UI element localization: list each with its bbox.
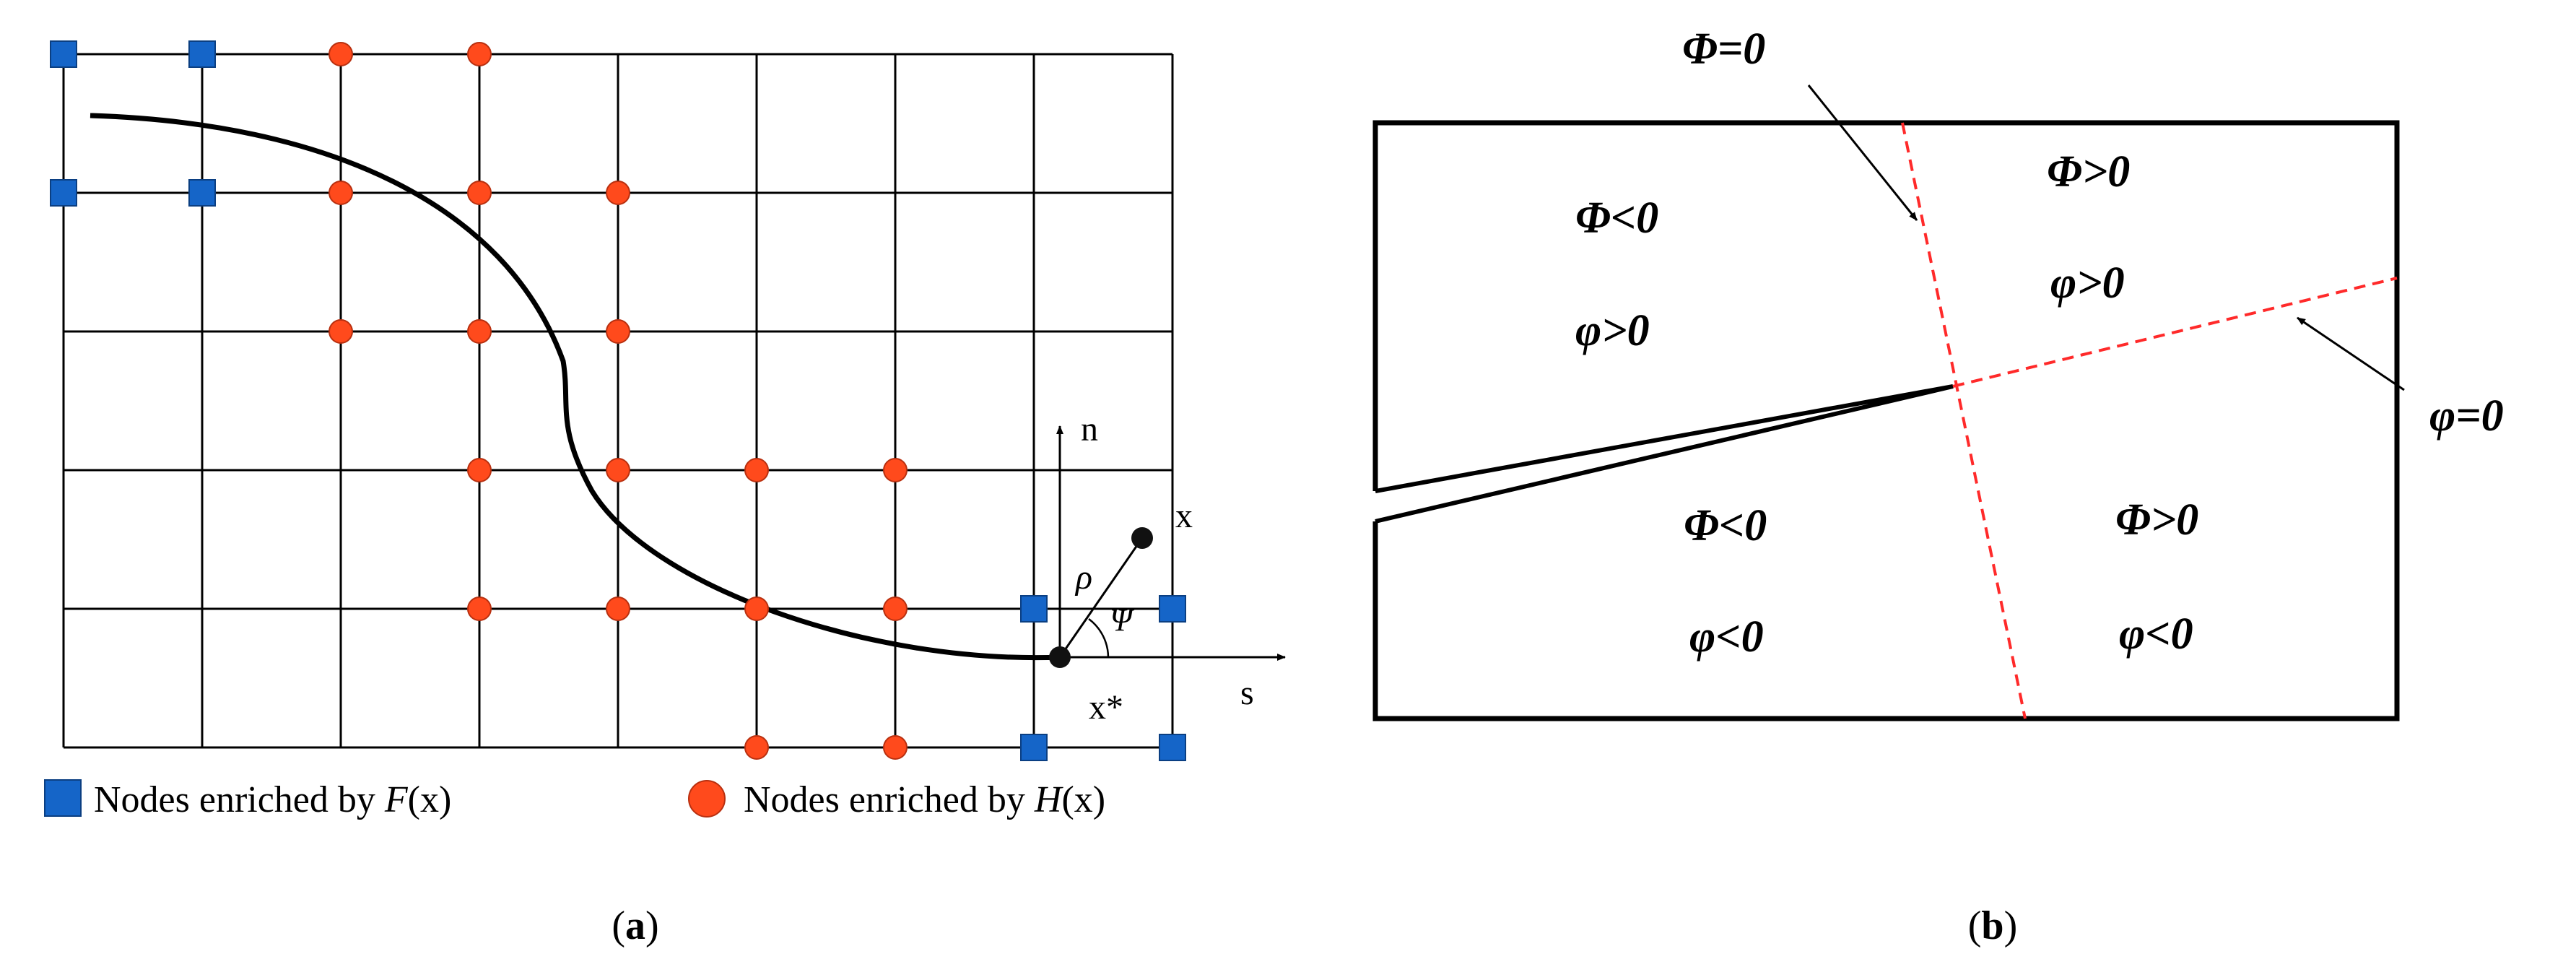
panel-b: Φ=0 φ=0 Φ<0 φ>0 Φ>0 φ>0 Φ<0 φ<0 Φ>0 φ<0 … (1372, 25, 2504, 948)
h-enriched-nodes (328, 42, 908, 760)
h-node (328, 181, 353, 205)
quadrant-top-right-Phi: Φ>0 (2047, 147, 2130, 196)
label-s: s (1240, 674, 1254, 712)
f-enriched-nodes (50, 40, 1186, 761)
label-phi-zero: φ=0 (2429, 391, 2504, 441)
legend-f-label: Nodes enriched by F(x) (94, 779, 451, 820)
phi-zero-pointer-arrow (2297, 316, 2405, 391)
h-node (606, 181, 630, 205)
h-node (328, 42, 353, 66)
f-node (50, 40, 77, 68)
h-node (467, 42, 492, 66)
f-node (1020, 595, 1048, 623)
h-node (467, 181, 492, 205)
h-node (328, 319, 353, 344)
crack-curve (90, 113, 1062, 661)
quadrant-bottom-right-phi: φ<0 (2119, 610, 2193, 659)
quadrant-top-left-Phi: Φ<0 (1575, 194, 1658, 243)
psi-angle-arc (1088, 617, 1110, 658)
quadrant-bottom-left-Phi: Φ<0 (1684, 501, 1767, 550)
domain-boundary (1372, 120, 2400, 721)
quadrant-bottom-left-phi: φ<0 (1689, 612, 1764, 662)
panel-a: n s x x* ρ Ψ Nodes enriched by F(x) Node… (44, 40, 1286, 948)
f-node (188, 40, 216, 68)
mesh-grid (62, 53, 1174, 749)
label-psi: Ψ (1110, 602, 1135, 638)
h-node (606, 597, 630, 621)
quadrant-top-right-phi: φ>0 (2050, 259, 2125, 308)
label-n: n (1081, 410, 1098, 448)
h-node (883, 735, 908, 760)
point-x (1131, 527, 1153, 549)
phi-zero-level-set (1952, 277, 2398, 388)
legend: Nodes enriched by F(x) Nodes enriched by… (44, 779, 1105, 820)
f-node (1159, 595, 1186, 623)
caption-a: (a) (612, 903, 658, 948)
crack-faces (1375, 384, 1954, 524)
legend-f-swatch (44, 779, 82, 817)
Phi-zero-pointer-arrow (1807, 84, 1918, 221)
caption-b: (b) (1968, 903, 2017, 948)
h-node (744, 735, 769, 760)
quadrant-bottom-right-Phi: Φ>0 (2115, 495, 2198, 545)
label-rho: ρ (1074, 558, 1092, 597)
h-node (883, 458, 908, 482)
label-x-star: x* (1089, 688, 1123, 727)
label-Phi-zero: Φ=0 (1682, 25, 1765, 74)
legend-h-swatch (688, 780, 726, 818)
f-node (188, 179, 216, 207)
Phi-zero-level-set (1901, 122, 2027, 719)
h-node (606, 319, 630, 344)
f-node (1159, 734, 1186, 761)
quadrant-top-left-phi: φ>0 (1575, 306, 1650, 355)
f-node (50, 179, 77, 207)
crack-tip-point (1049, 646, 1071, 668)
h-node (467, 458, 492, 482)
h-node (744, 458, 769, 482)
h-node (606, 458, 630, 482)
legend-h-label: Nodes enriched by H(x) (744, 779, 1105, 820)
h-node (744, 597, 769, 621)
rho-line (1058, 537, 1144, 658)
h-node (467, 319, 492, 344)
local-coordinate-system (1049, 425, 1286, 668)
label-x: x (1175, 497, 1193, 535)
h-node (883, 597, 908, 621)
f-node (1020, 734, 1048, 761)
h-node (467, 597, 492, 621)
